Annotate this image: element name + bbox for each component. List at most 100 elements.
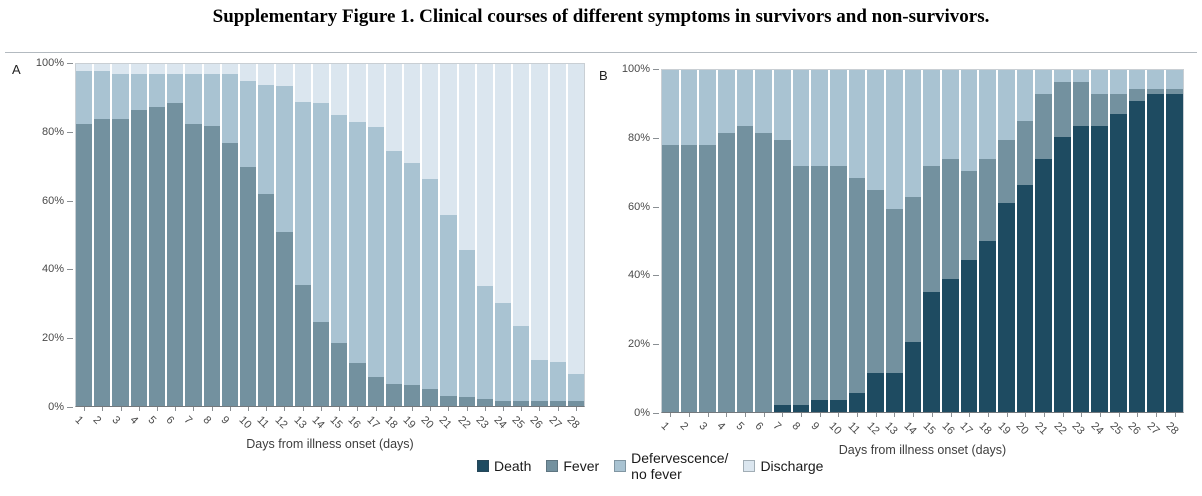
segment-death <box>792 405 810 412</box>
x-tick-mark <box>229 407 231 411</box>
segment-defervescence-no-fever <box>923 70 941 166</box>
x-tick-mark <box>763 413 765 417</box>
x-tick-label: 13 <box>291 414 309 432</box>
segment-fever <box>811 165 829 401</box>
x-tick-mark <box>950 413 952 417</box>
x-tick-label: 27 <box>546 414 564 432</box>
bar-day-22 <box>1054 70 1071 412</box>
x-tick-label: 11 <box>845 420 863 437</box>
segment-death <box>998 203 1015 412</box>
bar-day-5 <box>736 70 754 412</box>
x-tick-mark <box>689 413 691 417</box>
y-tick-mark <box>67 407 73 408</box>
segment-discharge <box>239 64 257 82</box>
segment-defervescence-no-fever <box>699 70 717 146</box>
bar-day-27 <box>549 64 566 406</box>
bar-day-20 <box>1016 70 1034 412</box>
chart-panel-non-survivors: 100% 80% 60% 40% 20% 0% 1 2 3 4 5 6 7 8 9 10 11 12 13 14 15… <box>595 52 1202 496</box>
x-tick-label: 24 <box>1088 420 1106 438</box>
segment-defervescence-no-fever <box>867 70 885 190</box>
legend-item-fever: Fever <box>546 458 599 474</box>
segment-fever <box>1128 88 1146 101</box>
segment-defervescence-no-fever <box>531 359 548 401</box>
segment-defervescence-no-fever <box>294 101 311 285</box>
segment-discharge <box>167 64 184 75</box>
segment-defervescence-no-fever <box>94 70 111 119</box>
y-tick-label: 100% <box>621 63 650 75</box>
x-tick-mark <box>1081 413 1083 417</box>
x-tick-mark <box>1043 413 1045 417</box>
y-tick-mark <box>653 137 659 139</box>
segment-defervescence-no-fever <box>904 70 922 197</box>
x-axis: 1 2 3 4 5 6 7 8 9 10 11 12 13 14 15 16 17 18 19 20 21 22 23 24 2… <box>659 413 1184 473</box>
y-tick-mark <box>67 269 73 271</box>
x-tick-label: 2 <box>677 420 691 433</box>
segment-fever <box>736 126 754 412</box>
y-tick-label: 80% <box>41 125 64 138</box>
legend-item-death: Death <box>477 458 531 474</box>
segment-discharge <box>349 64 366 123</box>
segment-defervescence-no-fever <box>848 70 866 178</box>
x-tick-label: 20 <box>418 414 436 432</box>
legend-swatch-discharge <box>743 460 756 473</box>
bar-day-8 <box>792 70 810 412</box>
segment-defervescence-no-fever <box>148 74 166 107</box>
segment-defervescence-no-fever <box>960 70 978 171</box>
bar-day-24 <box>495 64 512 406</box>
x-tick-label: 10 <box>826 420 845 438</box>
segment-defervescence-no-fever <box>495 303 512 401</box>
segment-discharge <box>148 64 166 75</box>
legend-item-defervescence-no-fever: Defervescence/ no fever <box>614 450 728 482</box>
x-tick-label: 10 <box>236 414 254 432</box>
segment-death <box>886 372 903 412</box>
legend-item-discharge: Discharge <box>743 458 823 474</box>
legend-swatch-fever <box>546 460 559 473</box>
x-tick-mark <box>745 413 747 417</box>
bar-day-12 <box>276 64 293 406</box>
y-tick-label: 20% <box>41 332 64 345</box>
segment-defervescence-no-fever <box>567 373 585 401</box>
segment-defervescence-no-fever <box>1166 70 1183 89</box>
segment-death <box>830 400 847 412</box>
x-tick-mark <box>987 413 989 417</box>
segment-fever <box>167 103 184 406</box>
segment-defervescence-no-fever <box>349 122 366 364</box>
segment-defervescence-no-fever <box>258 84 275 194</box>
segment-discharge <box>258 64 275 85</box>
x-tick-mark <box>670 413 672 417</box>
bar-day-17 <box>367 64 384 406</box>
segment-defervescence-no-fever <box>312 103 330 323</box>
x-tick-mark <box>894 413 896 417</box>
x-tick-mark <box>393 407 395 411</box>
segment-discharge <box>403 64 421 164</box>
x-tick-label: 5 <box>733 420 747 433</box>
bar-day-19 <box>998 70 1015 412</box>
x-tick-label: 7 <box>770 420 784 433</box>
x-tick-label: 25 <box>509 414 527 432</box>
segment-defervescence-no-fever <box>942 70 959 159</box>
segment-death <box>1147 93 1165 412</box>
segment-defervescence-no-fever <box>403 163 421 386</box>
x-tick-label: 5 <box>145 414 159 427</box>
bar-day-21 <box>1035 70 1053 412</box>
segment-fever <box>312 322 330 406</box>
y-tick-label: 40% <box>627 269 650 282</box>
segment-discharge <box>385 64 402 152</box>
figure-top-rule <box>5 52 1197 53</box>
x-tick-label: 21 <box>1032 420 1050 438</box>
bar-day-11 <box>848 70 866 412</box>
x-tick-label: 12 <box>864 420 882 438</box>
segment-defervescence-no-fever <box>811 70 829 166</box>
segment-defervescence-no-fever <box>662 70 679 146</box>
y-tick-label: 0% <box>48 401 64 413</box>
segment-defervescence-no-fever <box>549 361 566 401</box>
x-tick-mark <box>1155 413 1157 417</box>
x-tick-mark <box>484 407 486 411</box>
bar-day-14 <box>312 64 330 406</box>
segment-defervescence-no-fever <box>167 74 184 104</box>
plot-area <box>661 69 1184 413</box>
segment-fever <box>185 123 202 406</box>
bar-day-4 <box>718 70 735 412</box>
segment-defervescence-no-fever <box>1072 70 1090 82</box>
